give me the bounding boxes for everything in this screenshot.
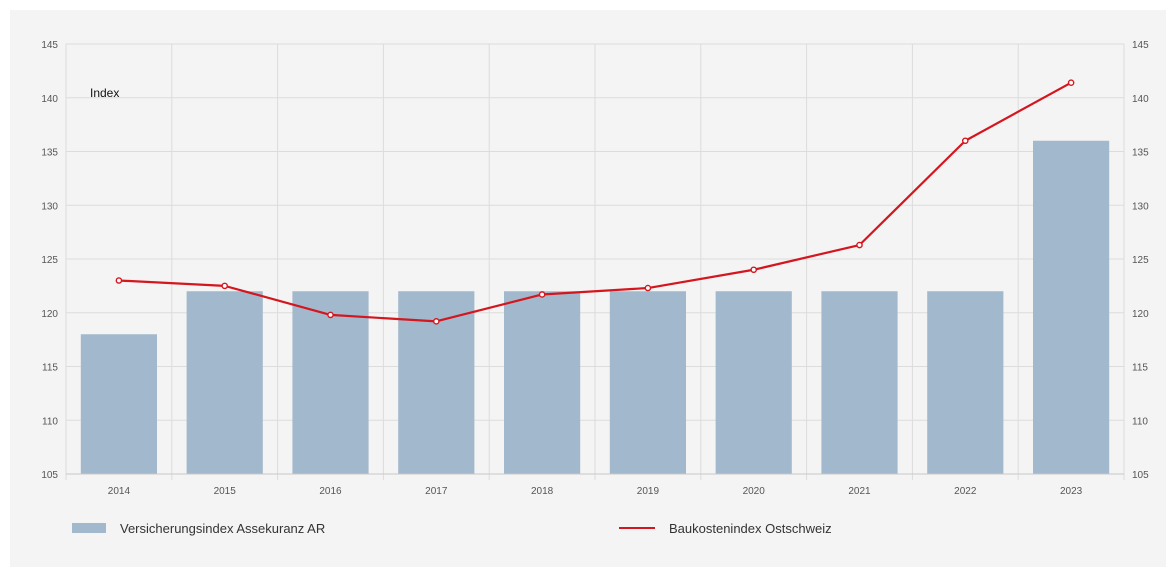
line-point	[750, 266, 758, 274]
line-point	[327, 311, 334, 319]
line-point	[221, 282, 228, 290]
legend-item-bars[interactable]: Versicherungsindex Assekuranz AR	[72, 518, 325, 538]
line-point	[1067, 79, 1075, 86]
combo-chart: 105 105 110 110 115 115 120 120 125 125 130 130 135 1…	[41, 40, 1149, 497]
x-tick-label: 2015	[214, 486, 237, 497]
y-tick-label-left: 140	[41, 94, 58, 105]
bar	[821, 291, 898, 474]
x-tick-label: 2020	[743, 486, 766, 497]
x-tick-label: 2017	[425, 486, 448, 497]
y-tick-label-right: 110	[1132, 416, 1148, 427]
y-tick-label-right: 140	[1132, 94, 1149, 105]
y-tick-label-right: 145	[1132, 40, 1149, 51]
x-tick-label: 2014	[108, 486, 131, 497]
bar	[80, 334, 157, 474]
bar	[715, 291, 792, 474]
legend-bar-swatch	[72, 523, 106, 533]
y-tick-label-left: 115	[42, 363, 58, 374]
line-point	[115, 277, 123, 284]
y-tick-label-right: 120	[1132, 309, 1149, 320]
x-tick-label: 2019	[637, 486, 660, 497]
legend-bar-label: Versicherungsindex Assekuranz AR	[120, 520, 326, 536]
x-tick-label: 2022	[954, 486, 977, 497]
legend-line-label: Baukostenindex Ostschweiz	[669, 520, 832, 536]
y-tick-label-left: 125	[41, 255, 58, 266]
y-tick-label-right: 135	[1132, 148, 1149, 159]
line-point	[962, 137, 969, 145]
bar	[609, 291, 686, 474]
bar	[292, 291, 369, 474]
y-axis-label: Index	[90, 86, 120, 100]
y-tick-label-left: 105	[41, 470, 58, 481]
y-tick-label-left: 130	[41, 201, 58, 212]
line-series	[118, 81, 1072, 323]
line-point	[538, 291, 546, 298]
y-tick-label-right: 115	[1132, 363, 1148, 374]
y-tick-label-right: 105	[1132, 470, 1149, 481]
y-tick-label-right: 125	[1132, 255, 1149, 266]
x-tick-label: 2021	[848, 486, 871, 497]
legend-item-line[interactable]: Baukostenindex Ostschweiz	[619, 518, 832, 538]
line-point	[432, 318, 440, 325]
x-tick-label: 2023	[1060, 486, 1083, 497]
y-tick-label-right: 130	[1132, 201, 1149, 212]
y-tick-label-left: 135	[41, 148, 58, 159]
bar	[504, 291, 581, 474]
x-tick-label: 2018	[531, 486, 554, 497]
line-point	[644, 284, 652, 292]
x-tick-label: 2016	[319, 486, 342, 497]
bar	[1033, 140, 1110, 474]
bar	[927, 291, 1004, 474]
y-tick-label-left: 120	[41, 309, 58, 320]
bar	[186, 291, 263, 474]
line-point	[856, 241, 863, 249]
legend-line-swatch	[619, 527, 655, 529]
y-tick-label-left: 110	[42, 416, 58, 427]
y-tick-label-left: 145	[41, 40, 58, 51]
chart-panel: 105 105 110 110 115 115 120 120 125 125 130 130 135 1…	[10, 10, 1166, 567]
